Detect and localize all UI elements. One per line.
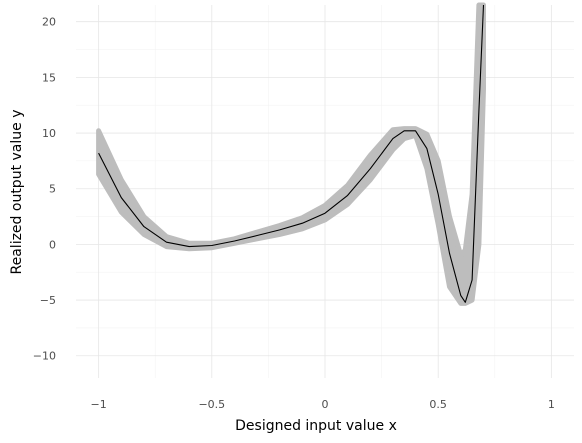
y-tick-label: −5 — [40, 294, 56, 307]
y-axis-ticks: −10 −5 0 5 10 15 20 — [33, 16, 56, 363]
x-tick-label: −0.5 — [198, 398, 225, 411]
grid — [76, 5, 574, 378]
x-axis-ticks: −1 −0.5 0 0.5 1 — [91, 398, 555, 411]
x-tick-label: 1 — [548, 398, 555, 411]
x-axis-title: Designed input value x — [235, 418, 397, 434]
y-tick-label: 0 — [49, 238, 56, 251]
y-tick-label: 10 — [42, 127, 56, 140]
y-tick-label: −10 — [33, 350, 56, 363]
band-area — [96, 2, 486, 306]
y-tick-label: 5 — [49, 183, 56, 196]
series-line — [98, 4, 485, 303]
x-tick-label: 0.5 — [429, 398, 447, 411]
uncertainty-band — [96, 2, 486, 306]
x-tick-label: −1 — [91, 398, 107, 411]
y-tick-label: 15 — [42, 71, 56, 84]
mean-line — [98, 4, 485, 303]
x-tick-label: 0 — [322, 398, 329, 411]
y-tick-label: 20 — [42, 16, 56, 29]
y-axis-title: Realized output value y — [9, 110, 25, 275]
